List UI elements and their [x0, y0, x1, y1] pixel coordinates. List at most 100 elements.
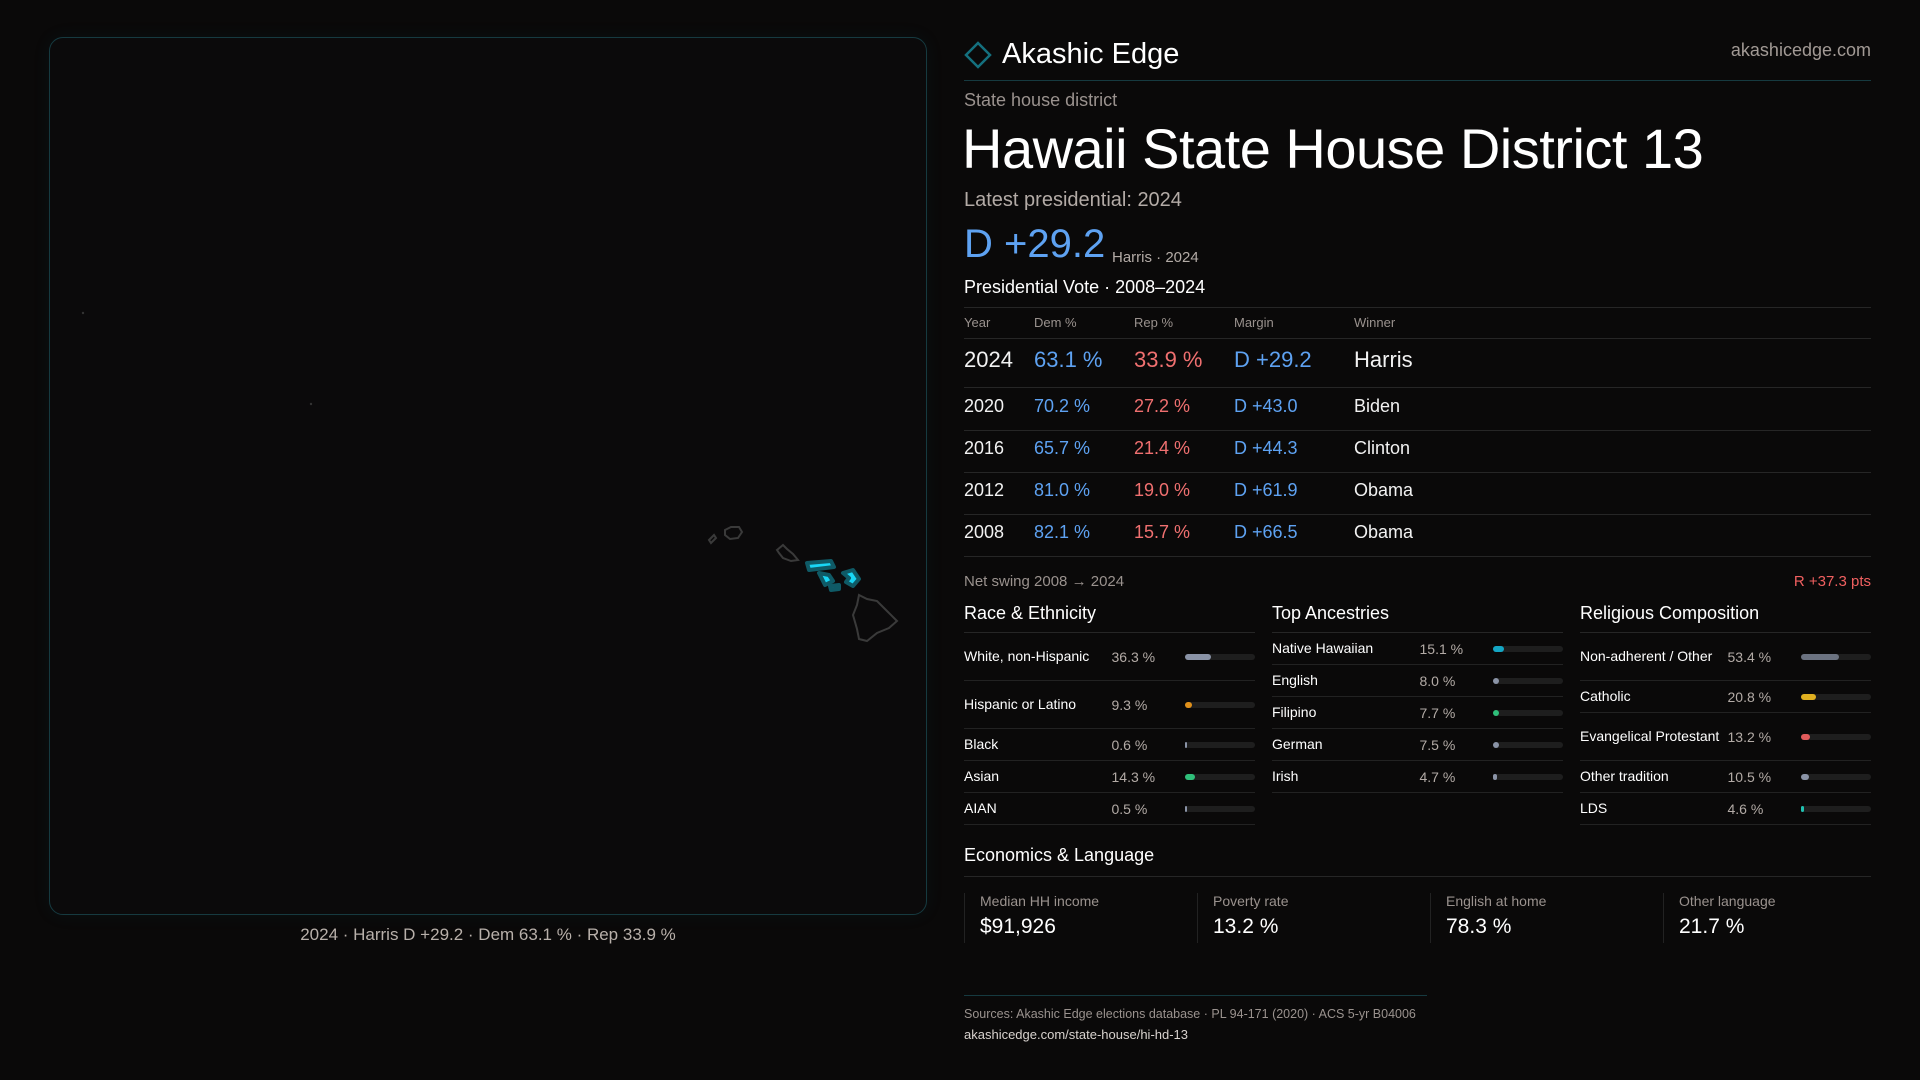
- bar-fill: [1493, 741, 1499, 748]
- bar-track: [1185, 805, 1256, 812]
- district-kahoolawe[interactable]: [828, 583, 841, 592]
- cell-rep: 15.7 %: [1134, 522, 1191, 542]
- net-swing-label: Net swing 2008 → 2024: [964, 573, 1125, 590]
- district-highlight[interactable]: [805, 559, 861, 592]
- cell-margin: D +44.3: [1234, 438, 1298, 458]
- stat-label: Other language: [1679, 893, 1776, 909]
- headline-margin: D +29.2: [964, 222, 1106, 266]
- data-row: Asian 14.3 %: [964, 761, 1256, 793]
- stat-label: Median HH income: [980, 893, 1100, 909]
- divider: [964, 307, 1871, 308]
- district-maui[interactable]: [841, 568, 861, 588]
- island-niihau: [707, 533, 718, 545]
- row-label: LDS: [1580, 800, 1608, 816]
- divider: [964, 338, 1871, 339]
- bar-track: [1185, 701, 1256, 708]
- bar-track: [1185, 741, 1256, 748]
- section-title: Religious Composition: [1580, 603, 1871, 633]
- bar-fill: [1801, 773, 1809, 780]
- section-title: Race & Ethnicity: [964, 603, 1255, 633]
- row-value: 0.6 %: [1111, 736, 1148, 753]
- cell-margin: D +66.5: [1234, 522, 1298, 542]
- nw-island-dot: [81, 311, 85, 315]
- row-label: AIAN: [964, 800, 997, 816]
- bar-track: [1493, 645, 1564, 652]
- data-row: Other tradition 10.5 %: [1580, 761, 1872, 793]
- bar-fill: [1801, 693, 1816, 700]
- bar-fill: [1493, 709, 1499, 716]
- district-molokai[interactable]: [805, 559, 836, 572]
- cell-year: 2024: [964, 347, 1013, 372]
- column-header[interactable]: Dem %: [1034, 315, 1077, 330]
- cell-rep: 27.2 %: [1134, 396, 1191, 416]
- row-value: 7.5 %: [1419, 736, 1456, 753]
- row-value: 14.3 %: [1111, 768, 1156, 785]
- cell-margin: D +29.2: [1234, 347, 1312, 372]
- bar-track: [1185, 653, 1256, 660]
- stat-card: Other language 21.7 %: [1663, 893, 1893, 943]
- column-header[interactable]: Margin: [1234, 315, 1274, 330]
- row-label: Native Hawaiian: [1272, 640, 1374, 656]
- bar-fill: [1801, 653, 1839, 660]
- bar-fill: [1185, 701, 1192, 708]
- row-label: White, non-Hispanic: [964, 648, 1090, 664]
- row-value: 20.8 %: [1727, 688, 1772, 705]
- data-row: Catholic 20.8 %: [1580, 681, 1872, 713]
- district-lanai[interactable]: [817, 571, 835, 587]
- row-divider: [964, 514, 1871, 515]
- headline-sub: Harris · 2024: [1112, 249, 1199, 266]
- column-header[interactable]: Rep %: [1134, 315, 1174, 330]
- cell-winner: Harris: [1354, 347, 1413, 372]
- page-title: Hawaii State House District 13: [962, 117, 1704, 180]
- data-row: AIAN 0.5 %: [964, 793, 1256, 825]
- economics-title: Economics & Language: [964, 845, 1155, 865]
- data-row: English 8.0 %: [1272, 665, 1564, 697]
- island-kauai: [724, 526, 744, 541]
- site-link[interactable]: akashicedge.com: [1730, 40, 1871, 60]
- column-header[interactable]: Winner: [1354, 315, 1396, 330]
- page-url[interactable]: akashicedge.com/state-house/hi-hd-13: [964, 1027, 1189, 1042]
- row-divider: [964, 430, 1871, 431]
- cell-dem: 70.2 %: [1034, 396, 1091, 416]
- row-label: German: [1272, 736, 1323, 752]
- data-row: Evangelical Protestant 13.2 %: [1580, 713, 1872, 761]
- row-label: Filipino: [1272, 704, 1317, 720]
- row-value: 36.3 %: [1111, 648, 1156, 665]
- row-label: Black: [964, 736, 999, 752]
- cell-winner: Clinton: [1354, 438, 1411, 458]
- row-label: Catholic: [1580, 688, 1631, 704]
- bar-fill: [1801, 733, 1811, 740]
- island-oahu: [775, 543, 800, 563]
- data-row: Filipino 7.7 %: [1272, 697, 1564, 729]
- stat-card: Median HH income $91,926: [964, 893, 1194, 943]
- bar-track: [1801, 693, 1872, 700]
- data-row: Irish 4.7 %: [1272, 761, 1564, 793]
- district-map[interactable]: [49, 37, 927, 915]
- vote-table-title: Presidential Vote · 2008–2024: [964, 277, 1206, 297]
- section-0: Race & Ethnicity White, non-Hispanic 36.3 …: [964, 603, 1256, 825]
- row-divider: [964, 556, 1871, 557]
- nw-island-dot: [309, 402, 313, 406]
- bar-fill: [1493, 677, 1499, 684]
- row-value: 15.1 %: [1419, 640, 1464, 657]
- section-2: Religious Composition Non-adherent / Othe…: [1580, 603, 1872, 825]
- latest-presidential: Latest presidential: 2024: [964, 189, 1182, 211]
- bar-fill: [1493, 773, 1497, 780]
- row-label: Non-adherent / Other: [1580, 648, 1713, 664]
- row-value: 10.5 %: [1727, 768, 1772, 785]
- cell-dem: 82.1 %: [1034, 522, 1091, 542]
- cell-year: 2008: [964, 522, 1005, 542]
- brand-logo[interactable]: Akashic Edge: [964, 38, 1179, 71]
- cell-winner: Biden: [1354, 396, 1401, 416]
- row-label: Hispanic or Latino: [964, 696, 1077, 712]
- row-value: 0.5 %: [1111, 800, 1148, 817]
- sources-text: Sources: Akashic Edge elections database…: [964, 1007, 1416, 1021]
- stat-label: English at home: [1446, 893, 1547, 909]
- data-row: Native Hawaiian 15.1 %: [1272, 633, 1564, 665]
- column-header[interactable]: Year: [964, 315, 991, 330]
- section-title: Top Ancestries: [1272, 603, 1563, 633]
- cell-margin: D +43.0: [1234, 396, 1298, 416]
- row-label: Other tradition: [1580, 768, 1669, 784]
- data-row: Black 0.6 %: [964, 729, 1256, 761]
- bar-fill: [1185, 805, 1188, 812]
